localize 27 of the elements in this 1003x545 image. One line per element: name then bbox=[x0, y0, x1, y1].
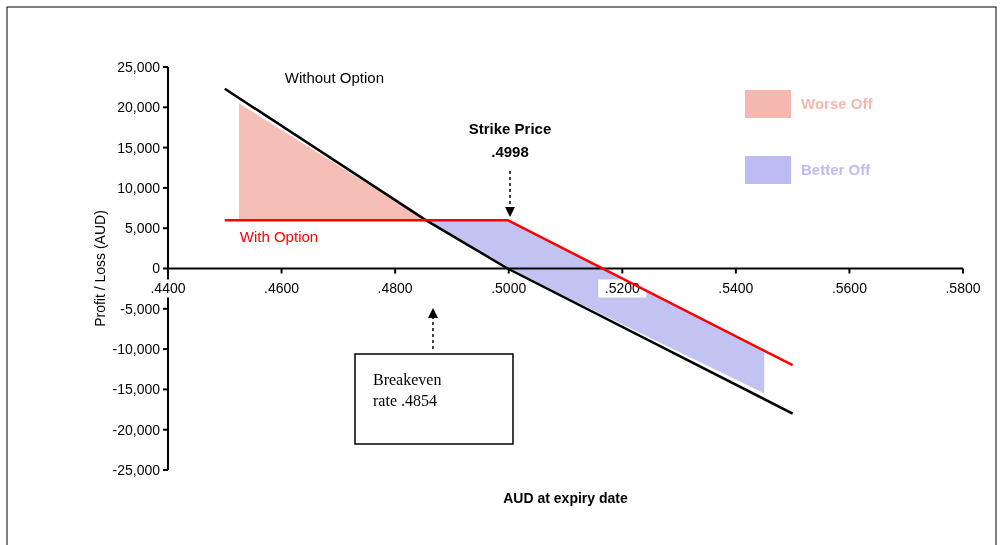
y-tick-label: -5,000 bbox=[120, 300, 161, 317]
x-tick-label: .4400 bbox=[150, 280, 186, 297]
x-tick-label: .5600 bbox=[831, 280, 868, 297]
y-tick-label: -10,000 bbox=[112, 341, 161, 357]
legend-label: Worse Off bbox=[801, 95, 874, 113]
x-tick-label: .4600 bbox=[264, 280, 300, 297]
series-label: With Option bbox=[239, 228, 319, 246]
annotation: Strike Price .4998 bbox=[468, 120, 552, 160]
x-tick-label: .4800 bbox=[377, 280, 413, 297]
y-tick-label: -15,000 bbox=[112, 381, 161, 398]
annotation: Breakeven rate .4854 bbox=[373, 371, 442, 409]
y-tick-label: -25,000 bbox=[112, 461, 161, 478]
y-tick-label: 25,000 bbox=[117, 58, 161, 75]
y-tick-label: 15,000 bbox=[117, 139, 161, 156]
x-tick-label: .5200 bbox=[604, 280, 641, 297]
y-tick-label: -20,000 bbox=[112, 421, 161, 438]
y-tick-label: 20,000 bbox=[117, 99, 161, 116]
y-tick-label: 5,000 bbox=[124, 220, 161, 237]
y-tick-label: 0 bbox=[152, 260, 161, 277]
x-tick-label: .5000 bbox=[491, 280, 527, 297]
legend-label: Better Off bbox=[801, 161, 872, 179]
y-tick-label: 10,000 bbox=[117, 179, 161, 196]
x-tick-label: .5400 bbox=[718, 280, 754, 297]
text: Without Option bbox=[284, 68, 384, 86]
x-axis-title: AUD at expiry date bbox=[503, 490, 628, 506]
x-tick-label: .5800 bbox=[945, 280, 981, 297]
y-axis-title: Profit / Loss (AUD) bbox=[92, 210, 108, 327]
